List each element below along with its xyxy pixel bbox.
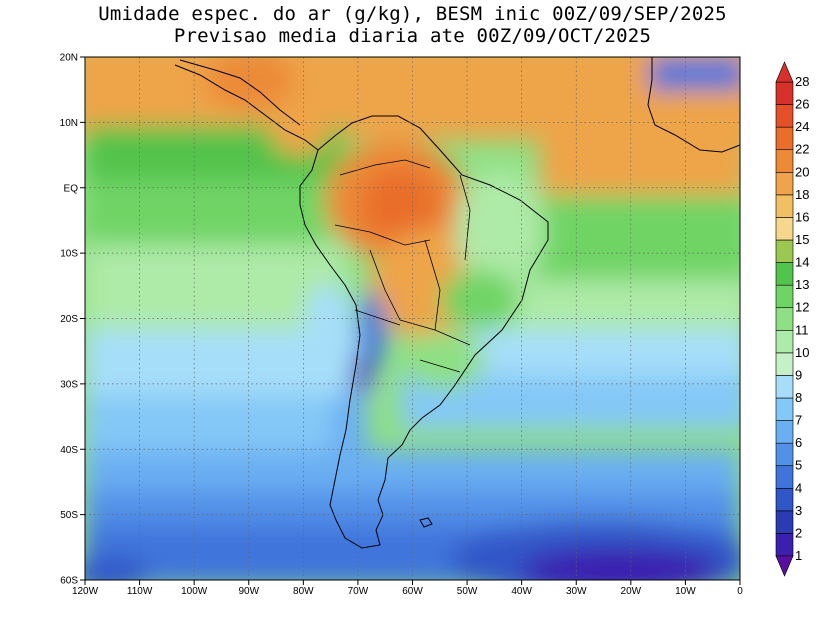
colorbar-swatch (775, 217, 794, 241)
x-tick-label: 20W (621, 586, 642, 597)
colorbar-label: 20 (795, 164, 809, 179)
colorbar-swatch (775, 262, 794, 286)
latitude-axis: 20N 10N EQ 10S 20S 30S 40S 50S 60S (60, 53, 85, 587)
colorbar-swatch (775, 284, 794, 309)
y-tick-label: 20N (60, 53, 78, 64)
colorbar-label: 16 (795, 209, 809, 224)
colorbar-label: 4 (795, 480, 802, 495)
colorbar-swatch (775, 510, 794, 534)
colorbar-label: 3 (795, 503, 802, 518)
colorbar-label: 26 (795, 97, 809, 112)
x-tick-label: 120W (72, 586, 99, 597)
colorbar-swatch (775, 81, 794, 105)
colorbar-label: 5 (795, 458, 802, 473)
colorbar-label: 12 (795, 300, 809, 315)
colorbar-label: 22 (795, 142, 809, 157)
colorbar-label: 28 (795, 74, 809, 89)
colorbar-label: 1 (795, 548, 802, 563)
colorbar-swatch (775, 375, 794, 399)
y-tick-label: 40S (60, 445, 78, 456)
humidity-field (85, 57, 740, 580)
colorbar-top-arrow (775, 61, 794, 83)
x-tick-label: 90W (238, 586, 259, 597)
colorbar-label: 18 (795, 187, 809, 202)
colorbar-swatch (775, 352, 794, 376)
y-tick-label: 50S (60, 510, 78, 521)
x-tick-label: 10W (675, 586, 696, 597)
colorbar-swatch (775, 533, 794, 557)
x-tick-label: 50W (457, 586, 478, 597)
colorbar-swatch (775, 126, 794, 151)
lat-lon-grid (85, 57, 740, 580)
x-tick-label: 110W (127, 586, 153, 597)
africa-coastline (647, 57, 740, 153)
y-tick-label: 60S (60, 576, 78, 587)
colorbar-label: 9 (795, 367, 802, 382)
colorbar-swatch (775, 442, 794, 467)
colorbar-label: 24 (795, 119, 809, 134)
falklands (419, 517, 433, 528)
colorbar-label: 6 (795, 435, 802, 450)
colorbar-label: 8 (795, 390, 802, 405)
colorbar-swatch (775, 104, 794, 128)
longitude-axis: 120W 110W 100W 90W 80W 70W 60W 50W 40W 30W 20W 10W 0 (72, 580, 743, 597)
y-tick-label: 20S (60, 314, 78, 325)
colorbar-label: 7 (795, 413, 802, 428)
x-tick-label: 40W (511, 586, 532, 597)
colorbar-bottom-arrow (775, 555, 794, 577)
colorbar-label: 11 (795, 322, 809, 337)
colorbar-label: 2 (795, 525, 802, 540)
map-subtitle: Previsao media diaria ate 00Z/09/OCT/202… (173, 25, 652, 47)
x-tick-label: 30W (566, 586, 587, 597)
country-borders (334, 159, 471, 373)
x-tick-label: 100W (181, 586, 208, 597)
colorbar-label: 10 (795, 345, 809, 360)
central-america-coastline (174, 59, 319, 151)
colorbar-label: 14 (795, 255, 809, 270)
colorbar-swatch (775, 487, 794, 512)
colorbar-swatch (775, 329, 794, 354)
colorbar-swatch (775, 465, 794, 489)
map-title: Umidade espec. do ar (g/kg), BESM inic 0… (98, 3, 727, 25)
colorbar-swatch (775, 171, 794, 196)
x-tick-label: 80W (293, 586, 314, 597)
x-tick-label: 60W (402, 586, 423, 597)
colorbar-swatch (775, 239, 794, 263)
y-tick-label: 30S (60, 379, 78, 390)
colorbar-swatch (775, 149, 794, 173)
colorbar-swatch (775, 397, 794, 421)
colorbar-label: 13 (795, 277, 809, 292)
colorbar-swatch (775, 420, 794, 444)
x-tick-label: 70W (348, 586, 369, 597)
colorbar-swatch (775, 307, 794, 331)
y-tick-label: 10S (60, 249, 78, 260)
colorbar-label: 15 (795, 232, 809, 247)
x-tick-label: 0 (737, 586, 743, 597)
colorbar-swatch (775, 194, 794, 218)
y-tick-label: 10N (60, 118, 78, 129)
y-tick-label: EQ (64, 183, 79, 194)
